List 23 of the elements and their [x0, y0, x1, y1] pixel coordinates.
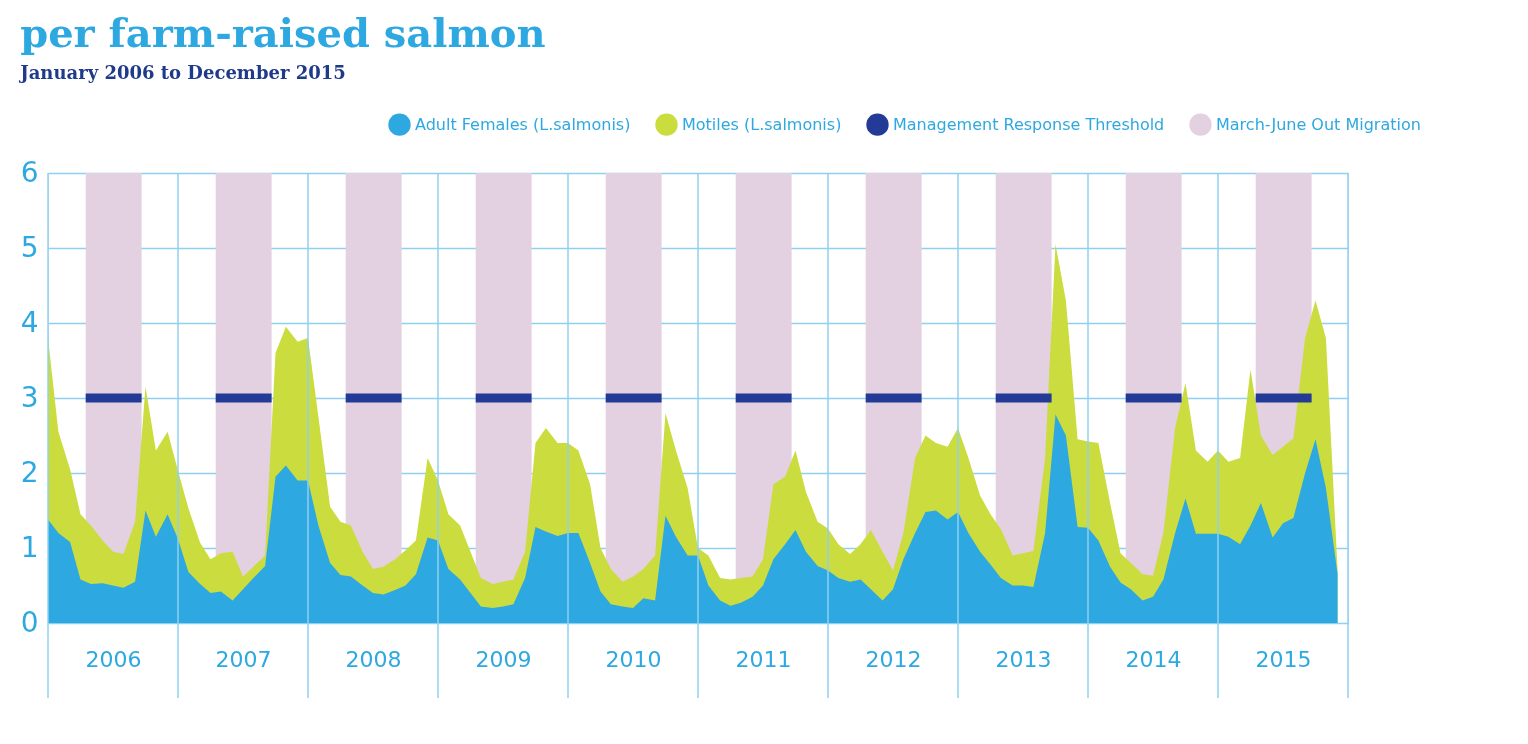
- x-tick-label: 2013: [995, 646, 1052, 672]
- x-tick-label: 2015: [1255, 646, 1312, 672]
- y-tick-label: 1: [20, 530, 39, 564]
- x-tick-label: 2011: [735, 646, 792, 672]
- x-tick-label: 2012: [865, 646, 922, 672]
- x-tick-label: 2014: [1125, 646, 1182, 672]
- legend-label: Motiles (L.salmonis): [682, 114, 842, 134]
- chart-subtitle: January 2006 to December 2015: [18, 62, 346, 83]
- x-tick-label: 2007: [215, 646, 272, 672]
- x-tick-label: 2008: [345, 646, 402, 672]
- legend-label: Management Response Threshold: [893, 114, 1165, 134]
- y-tick-label: 6: [20, 155, 39, 189]
- x-tick-label: 2006: [85, 646, 142, 672]
- y-tick-label: 5: [20, 230, 39, 264]
- x-tick-label: 2010: [605, 646, 662, 672]
- chart-title: per farm-raised salmon: [20, 9, 546, 56]
- x-tick-label: 2009: [475, 646, 532, 672]
- y-tick-label: 2: [20, 455, 39, 489]
- y-tick-label: 4: [20, 305, 39, 339]
- y-tick-label: 0: [20, 605, 39, 639]
- legend-label: Adult Females (L.salmonis): [415, 114, 631, 134]
- y-tick-label: 3: [20, 380, 39, 414]
- legend-label: March-June Out Migration: [1216, 114, 1421, 134]
